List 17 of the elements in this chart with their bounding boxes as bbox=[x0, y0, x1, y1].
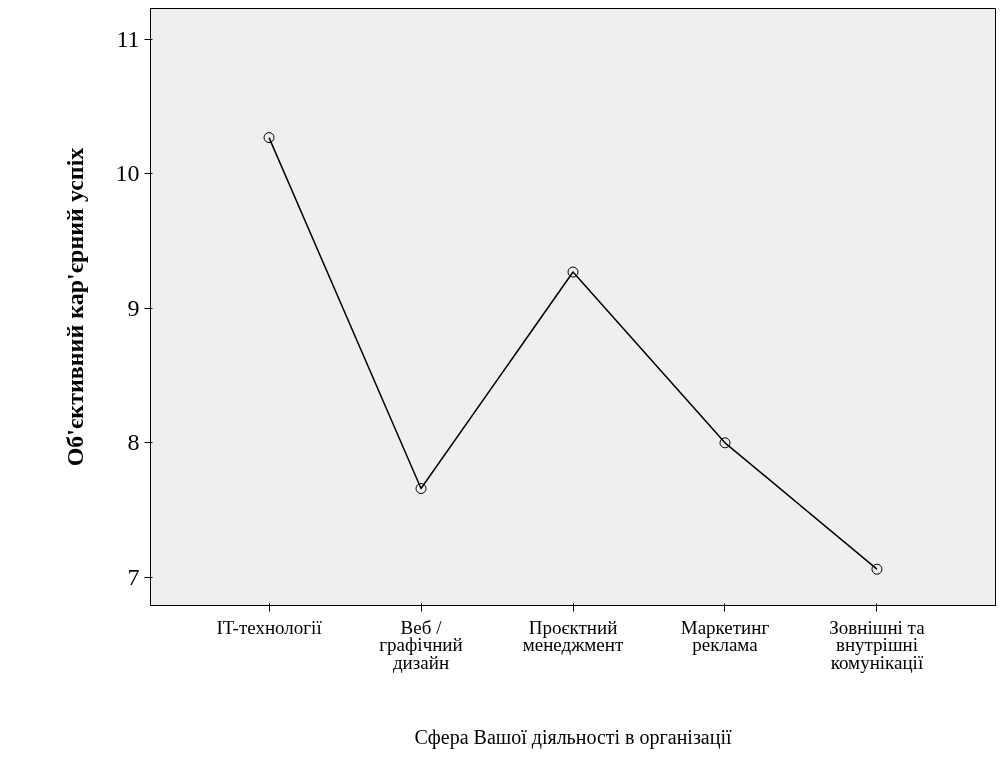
point bbox=[871, 563, 883, 575]
y-tick-label: 11 bbox=[116, 25, 140, 52]
y-tick-label: 9 bbox=[127, 294, 140, 321]
x-tick-label: IT-технології bbox=[216, 616, 323, 638]
point bbox=[567, 266, 579, 278]
y-tick-label: 8 bbox=[127, 429, 140, 456]
y-tick-label: 7 bbox=[127, 563, 140, 590]
point bbox=[719, 437, 731, 449]
point bbox=[263, 132, 275, 144]
y-axis-title: Об'єктивний кар'єрний успіх bbox=[61, 147, 88, 467]
x-tick-label: Зовнішні та внутрішні комунікації bbox=[829, 616, 926, 674]
x-tick-label: Веб / графічний дизайн bbox=[379, 616, 463, 674]
x-tick-label: Маркетинг реклама bbox=[680, 616, 770, 656]
y-tick-label: 10 bbox=[115, 160, 140, 187]
x-axis-title: Сфера Вашої діяльності в організації bbox=[414, 726, 732, 750]
point bbox=[415, 483, 427, 495]
x-tick-label: Проєктний менеджмент bbox=[522, 616, 624, 656]
